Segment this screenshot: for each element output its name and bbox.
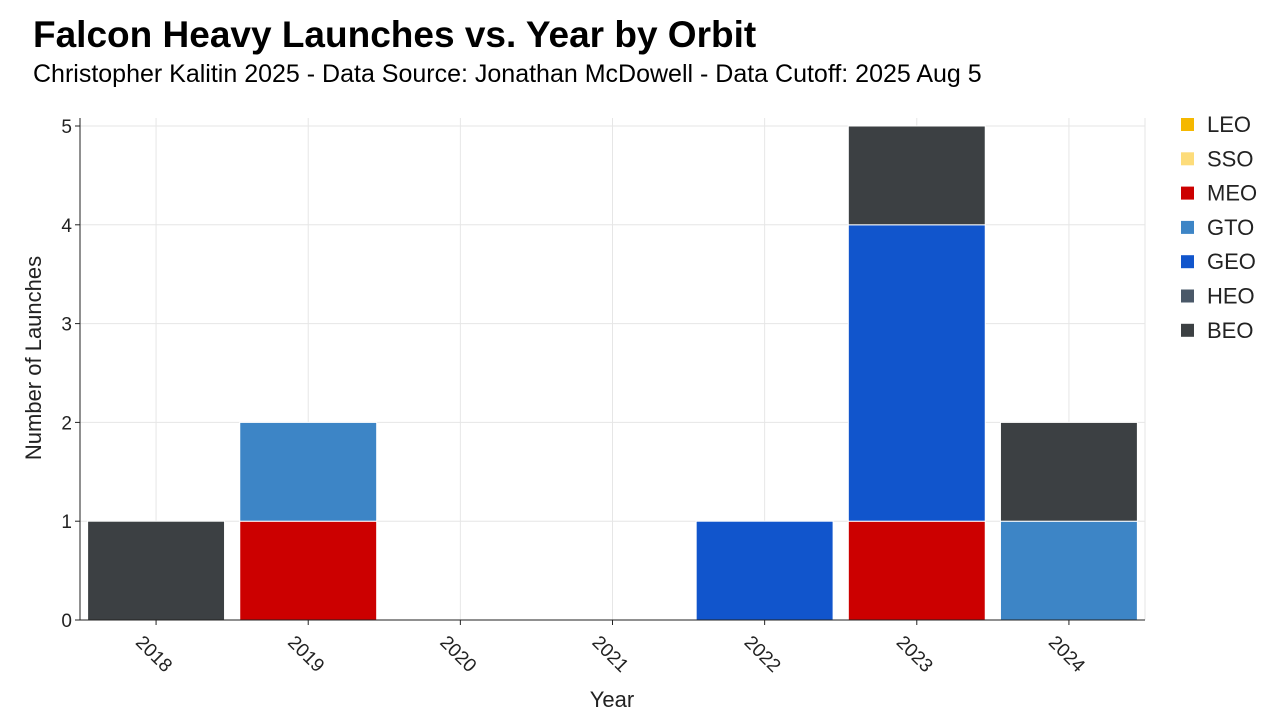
y-tick-label: 1: [61, 512, 72, 533]
legend: LEO SSO MEO GTO GEO HEO BEO: [1181, 112, 1257, 343]
y-tick-label: 5: [61, 117, 72, 138]
legend-swatch-geo: [1181, 255, 1194, 269]
bar-meo-2019: [239, 520, 378, 621]
bar-beo-2024: [999, 421, 1138, 522]
x-tick-label: 2018: [131, 632, 176, 677]
bar-beo-2018: [87, 520, 226, 621]
legend-swatch-heo: [1181, 289, 1194, 303]
y-tick-label: 3: [61, 315, 72, 336]
legend-label-gto: GTO: [1207, 215, 1254, 240]
x-tick-labels: 2018 2019 2020 2021 2022 2023 2024: [131, 620, 1089, 677]
x-tick-label: 2020: [435, 632, 480, 677]
y-tick-label: 4: [61, 216, 72, 237]
legend-label-sso: SSO: [1207, 146, 1253, 171]
x-tick-label: 2024: [1044, 632, 1089, 677]
bar-geo-2022: [695, 520, 834, 621]
legend-label-meo: MEO: [1207, 181, 1257, 206]
x-axis-title: Year: [590, 687, 634, 712]
bar-geo-2023: [847, 224, 986, 522]
legend-swatch-meo: [1181, 186, 1194, 200]
y-axis-title: Number of Launches: [21, 256, 46, 460]
bar-meo-2023: [847, 520, 986, 621]
bar-beo-2023: [847, 125, 986, 226]
y-tick-label: 2: [61, 413, 72, 434]
legend-label-leo: LEO: [1207, 112, 1251, 137]
legend-swatch-beo: [1181, 323, 1194, 337]
bars: [87, 125, 1138, 621]
legend-label-beo: BEO: [1207, 318, 1253, 343]
bar-gto-2019: [239, 421, 378, 522]
chart-title: Falcon Heavy Launches vs. Year by Orbit: [33, 14, 757, 55]
chart-subtitle: Christopher Kalitin 2025 - Data Source: …: [33, 60, 982, 88]
legend-swatch-leo: [1181, 118, 1194, 131]
legend-label-geo: GEO: [1207, 249, 1256, 274]
y-tick-label: 0: [61, 611, 72, 632]
x-tick-label: 2023: [892, 632, 937, 677]
x-tick-label: 2021: [588, 632, 633, 677]
legend-swatch-sso: [1181, 152, 1194, 166]
x-tick-label: 2019: [283, 632, 328, 677]
bar-gto-2024: [999, 520, 1138, 621]
x-tick-label: 2022: [740, 632, 785, 677]
legend-swatch-gto: [1181, 220, 1194, 234]
y-tick-labels: 0 1 2 3 4 5: [61, 117, 80, 632]
legend-label-heo: HEO: [1207, 284, 1255, 309]
